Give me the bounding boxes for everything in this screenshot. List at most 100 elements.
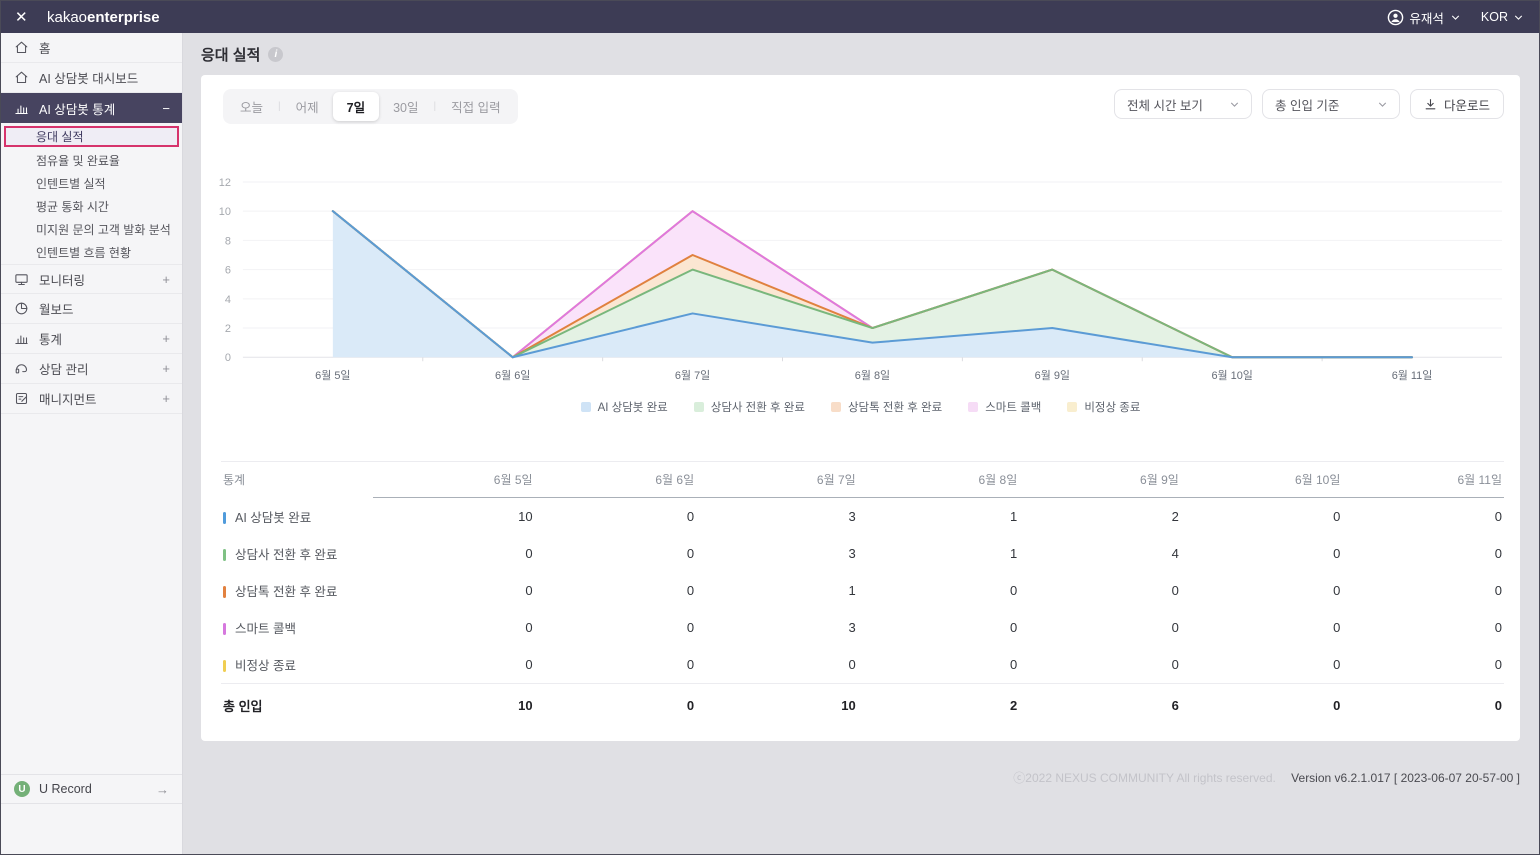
info-icon[interactable]: i xyxy=(268,46,284,62)
monitor-icon xyxy=(14,272,29,287)
svg-text:8: 8 xyxy=(225,235,231,247)
sidebar-item[interactable]: AI 상담봇 통계 − xyxy=(1,93,182,123)
topbar: ✕ kakaoenterprise 유재석 KOR xyxy=(1,1,1539,33)
chevron-down-icon[interactable] xyxy=(1449,11,1462,24)
table-header-cell: 6월 11일 xyxy=(1342,461,1504,499)
legend-swatch-icon xyxy=(1067,402,1078,413)
svg-text:6월 8일: 6월 8일 xyxy=(855,368,890,382)
sidebar-item-label: 모니터링 xyxy=(39,273,86,288)
legend-item[interactable]: 상담사 전환 후 완료 xyxy=(693,399,805,415)
svg-text:2: 2 xyxy=(225,323,231,335)
time-view-dropdown[interactable]: 전체 시간 보기 xyxy=(1113,89,1252,119)
user-name[interactable]: 유재석 xyxy=(1409,11,1444,26)
legend-label: 스마트 콜백 xyxy=(985,402,1042,415)
svg-text:6월 6일: 6월 6일 xyxy=(495,368,530,382)
expand-icon[interactable]: + xyxy=(162,271,170,287)
series-color-chip xyxy=(223,512,226,525)
date-range-button[interactable]: 30일 xyxy=(379,92,432,121)
date-range-button[interactable]: 오늘 xyxy=(226,92,277,121)
table-header-cell: 6월 9일 xyxy=(1019,461,1181,499)
page-title: 응대 실적 xyxy=(201,46,261,64)
expand-icon[interactable]: + xyxy=(162,361,170,376)
legend-swatch-icon xyxy=(693,402,704,413)
sidebar-item[interactable]: 상담 관리 + xyxy=(1,354,182,384)
download-icon xyxy=(1424,98,1437,111)
sidebar-subitem[interactable]: 점유율 및 완료율 xyxy=(1,149,182,172)
sidebar-item[interactable]: 홈 xyxy=(1,33,182,63)
series-label-cell: 상담사 전환 후 완료 xyxy=(221,535,373,572)
sidebar-item[interactable]: 월보드 xyxy=(1,294,182,324)
table-row: 상담톡 전환 후 완료 0 0 1 0 0 0 0 xyxy=(221,572,1504,609)
value-cell: 0 xyxy=(686,657,695,673)
svg-text:6월 11일: 6월 11일 xyxy=(1392,368,1433,382)
expand-icon[interactable]: + xyxy=(162,391,170,406)
expand-icon[interactable]: + xyxy=(162,331,170,346)
sidebar-subitem-label: 평균 통화 시간 xyxy=(36,200,109,214)
collapse-icon[interactable]: − xyxy=(162,100,170,116)
value-cell: 0 xyxy=(1333,583,1341,599)
dashboard-icon xyxy=(14,70,29,85)
value-cell: 0 xyxy=(1494,657,1502,673)
value-cell: 4 xyxy=(1171,546,1179,562)
sidebar-item-label: 통계 xyxy=(39,333,63,347)
close-icon[interactable]: ✕ xyxy=(15,9,28,26)
chevron-down-icon xyxy=(1230,101,1239,107)
table-header-cell: 6월 5일 xyxy=(373,461,535,499)
sidebar-subitem[interactable]: 인텐트별 실적 xyxy=(1,172,182,195)
legend-item[interactable]: 비정상 종료 xyxy=(1067,399,1140,415)
value-cell: 0 xyxy=(686,583,695,599)
page-header: 응대 실적 i xyxy=(183,33,1539,75)
value-cell: 0 xyxy=(1010,583,1018,599)
total-value-cell: 0 xyxy=(1180,683,1343,728)
series-label-cell: AI 상담봇 완료 xyxy=(221,498,373,536)
stats-icon xyxy=(14,101,29,116)
series-label-cell: 상담톡 전환 후 완료 xyxy=(221,572,373,609)
stats-table-body: AI 상담봇 완료 10 0 3 1 2 0 0 상담사 전환 후 완료 0 0 3 1 4 0 0 상담톡 전… xyxy=(221,498,1504,728)
date-range-button[interactable]: 7일 xyxy=(332,92,380,121)
download-button[interactable]: 다운로드 xyxy=(1409,89,1504,119)
total-value-cell: 6 xyxy=(1019,683,1181,728)
stats-table-head: 통계 6월 5일 6월 6일 6월 7일 6월 8일 6월 9일 6월 10일 6월 11일 xyxy=(221,461,1504,499)
total-value-cell: 10 xyxy=(696,683,858,728)
sidebar-item[interactable]: AI 상담봇 대시보드 xyxy=(1,63,182,93)
sidebar-item[interactable]: 매니지먼트 + xyxy=(1,384,182,414)
sidebar-subitem[interactable]: 미지원 문의 고객 발화 분석 xyxy=(1,218,182,241)
basis-dropdown[interactable]: 총 인입 기준 xyxy=(1261,89,1400,119)
total-value-cell: 10 xyxy=(373,683,535,728)
date-range-button[interactable]: 직접 입력 xyxy=(437,92,514,121)
language-selector[interactable]: KOR xyxy=(1481,10,1525,24)
date-range-button[interactable]: 어제 xyxy=(282,92,333,121)
series-label-cell: 비정상 종료 xyxy=(221,646,373,684)
sidebar-subitem[interactable]: 응대 실적 xyxy=(4,126,179,147)
pill-divider: | xyxy=(278,101,281,112)
legend-item[interactable]: 스마트 콜백 xyxy=(968,399,1041,415)
value-cell: 0 xyxy=(1494,509,1502,525)
legend-item[interactable]: 상담톡 전환 후 완료 xyxy=(830,399,942,415)
legend-item[interactable]: AI 상담봇 완료 xyxy=(580,399,668,415)
sidebar-item[interactable]: 통계 + xyxy=(1,324,182,354)
table-row: 상담사 전환 후 완료 0 0 3 1 4 0 0 xyxy=(221,535,1504,572)
stats-icon xyxy=(14,331,29,346)
sidebar-item[interactable]: 모니터링 + xyxy=(1,264,182,294)
series-label: 비정상 종료 xyxy=(235,659,296,674)
value-cell: 3 xyxy=(848,620,856,636)
value-cell: 0 xyxy=(686,546,695,562)
legend-label: AI 상담봇 완료 xyxy=(597,402,668,415)
sidebar-item-label: 월보드 xyxy=(39,303,74,317)
date-range-group: 오늘 | 어제 7일 30일 | 직접 입력 xyxy=(223,89,518,124)
legend-swatch-icon xyxy=(830,402,841,413)
table-header-cell: 6월 6일 xyxy=(534,461,697,499)
series-label: AI 상담봇 완료 xyxy=(235,511,312,526)
sidebar-item-u-record[interactable]: U U Record → xyxy=(1,774,182,804)
sidebar-subitem[interactable]: 평균 통화 시간 xyxy=(1,195,182,218)
pie-icon xyxy=(14,301,29,316)
download-label: 다운로드 xyxy=(1443,98,1490,113)
sidebar-subitem[interactable]: 인텐트별 흐름 현황 xyxy=(1,241,182,264)
management-icon xyxy=(14,391,29,406)
table-row: 비정상 종료 0 0 0 0 0 0 0 xyxy=(221,646,1504,684)
sidebar-menu: 홈 AI 상담봇 대시보드 AI 상담봇 통계 − 응대 실적 점유율 및 완료율… xyxy=(1,33,182,414)
value-cell: 0 xyxy=(1494,546,1502,562)
sidebar-item-label: AI 상담봇 통계 xyxy=(39,102,116,117)
table-header-cell: 6월 7일 xyxy=(696,461,858,499)
version-text: Version v6.2.1.017 [ 2023-06-07 20-57-00… xyxy=(1291,771,1520,786)
